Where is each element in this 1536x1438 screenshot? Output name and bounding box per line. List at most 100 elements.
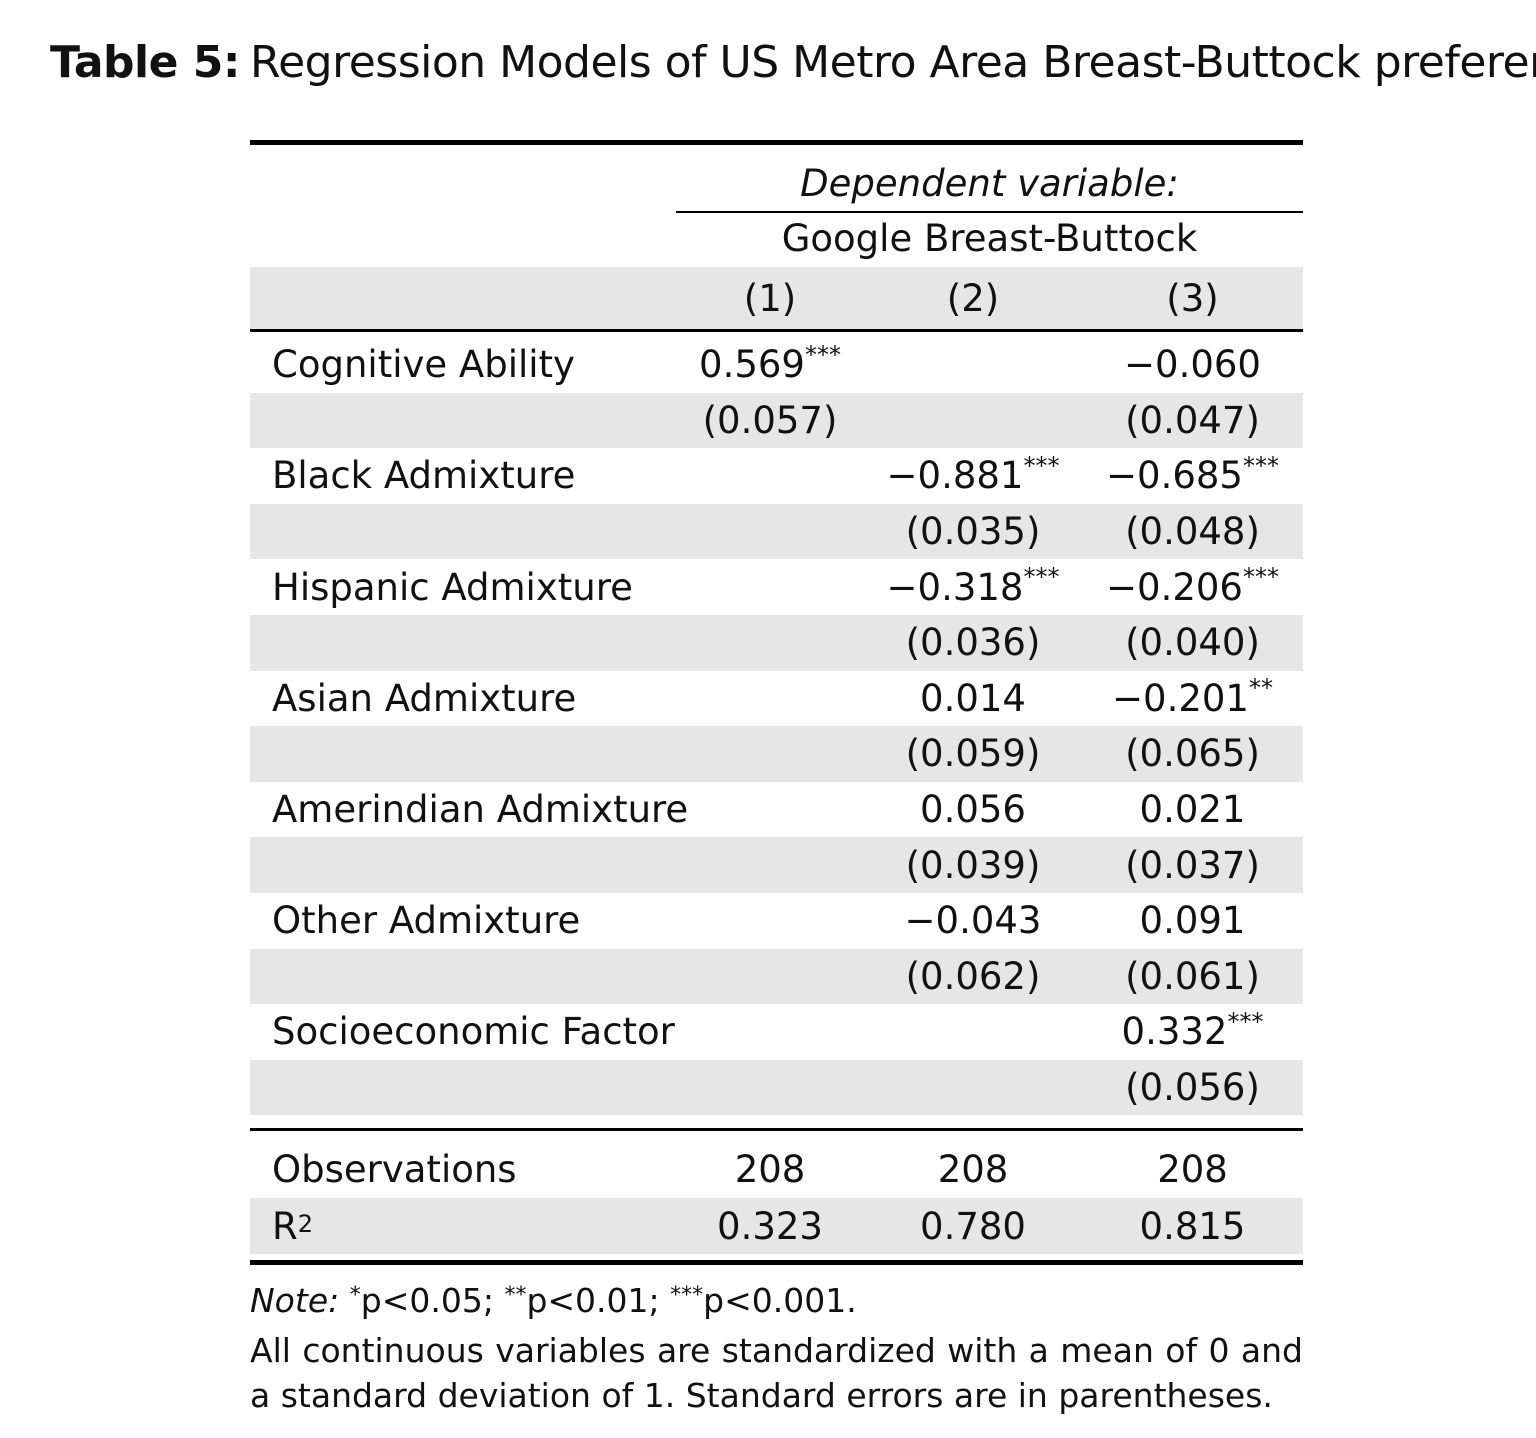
coefficient-cell: −0.318 *** bbox=[864, 559, 1082, 615]
r-squared-letter: R bbox=[272, 1204, 298, 1248]
coefficient-cell bbox=[864, 337, 1082, 393]
observations-label: Observations bbox=[272, 1147, 517, 1191]
coefficient-cell: 0.021 bbox=[1082, 782, 1303, 838]
dependent-variable-heading: Dependent variable: bbox=[800, 162, 1179, 205]
coefficient-value: 0.332 bbox=[1121, 1010, 1228, 1054]
variable-label: Black Admixture bbox=[272, 454, 576, 498]
column-number-1: (1) bbox=[743, 276, 797, 320]
variable-label: Asian Admixture bbox=[272, 676, 577, 720]
standard-error-value: (0.065) bbox=[1125, 732, 1260, 776]
caption-text: Regression Models of US Metro Area Breas… bbox=[249, 37, 1536, 88]
standard-error-row: (0.035) (0.048) bbox=[250, 503, 1303, 560]
coefficient-cell bbox=[676, 782, 864, 838]
note-label: Note: bbox=[250, 1281, 340, 1320]
variable-label: Cognitive Ability bbox=[272, 343, 575, 387]
standard-error-value: (0.061) bbox=[1125, 954, 1260, 998]
observations-value-3: 208 bbox=[1157, 1147, 1228, 1191]
standard-error-row: (0.057) (0.047) bbox=[250, 392, 1303, 449]
coefficient-row: Socioeconomic Factor 0.332 *** bbox=[250, 1004, 1303, 1060]
standard-error-value bbox=[676, 504, 864, 560]
standard-error-value: (0.048) bbox=[1125, 510, 1260, 554]
standard-error-row: (0.039) (0.037) bbox=[250, 837, 1303, 893]
sig-text-2: p<0.01; bbox=[526, 1281, 660, 1320]
coefficient-cell bbox=[676, 559, 864, 615]
significance-stars: *** bbox=[1227, 1007, 1264, 1036]
standard-error-value: (0.039) bbox=[905, 843, 1041, 887]
standard-error-value bbox=[864, 393, 1082, 449]
coefficient-value: −0.318 bbox=[886, 565, 1024, 609]
r-squared-value-1: 0.323 bbox=[717, 1204, 823, 1248]
coefficient-cell bbox=[676, 671, 864, 727]
dependent-variable-name: Google Breast-Buttock preference bbox=[781, 217, 1198, 306]
standard-error-value bbox=[676, 726, 864, 782]
standard-error-value: (0.040) bbox=[1125, 621, 1260, 665]
significance-stars: *** bbox=[1023, 451, 1060, 480]
standard-error-row: (0.062) (0.061) bbox=[250, 948, 1303, 1005]
standard-error-value: (0.036) bbox=[905, 621, 1041, 665]
column-number-3: (3) bbox=[1166, 276, 1219, 320]
sig-stars-2: ** bbox=[504, 1283, 527, 1308]
coefficient-value: −0.206 bbox=[1106, 565, 1243, 609]
coefficient-value: −0.043 bbox=[904, 899, 1042, 943]
r-squared-superscript: 2 bbox=[297, 1210, 313, 1238]
coefficient-value: −0.060 bbox=[1124, 343, 1261, 387]
observations-value-1: 208 bbox=[734, 1147, 806, 1191]
r-squared-value-2: 0.780 bbox=[920, 1204, 1026, 1248]
stats-rule bbox=[250, 1128, 1303, 1131]
standard-error-value: (0.047) bbox=[1125, 398, 1260, 442]
standard-error-value: (0.035) bbox=[905, 510, 1041, 554]
coefficient-cell: −0.881 *** bbox=[864, 448, 1082, 504]
significance-stars: *** bbox=[804, 340, 841, 369]
standard-error-value bbox=[676, 1060, 864, 1116]
note-body: All continuous variables are standardize… bbox=[250, 1331, 1303, 1415]
variable-label: Amerindian Admixture bbox=[272, 788, 689, 832]
coefficient-cell: −0.206 *** bbox=[1082, 559, 1303, 615]
coefficient-cell: 0.569 *** bbox=[676, 337, 864, 393]
standard-error-value: (0.037) bbox=[1125, 843, 1260, 887]
table-caption: Table 5: Regression Models of US Metro Ar… bbox=[50, 30, 1536, 96]
sig-stars-3: *** bbox=[670, 1283, 704, 1308]
header-cmidrule bbox=[676, 211, 1303, 213]
significance-stars: *** bbox=[1023, 563, 1060, 592]
coefficient-row: Amerindian Admixture 0.056 0.021 bbox=[250, 782, 1303, 838]
header-rule bbox=[250, 329, 1303, 332]
coefficient-value: −0.881 bbox=[886, 454, 1024, 498]
standard-error-value bbox=[676, 837, 864, 893]
sig-stars-1: * bbox=[349, 1283, 361, 1308]
coefficient-row: Cognitive Ability 0.569 *** −0.060 bbox=[250, 337, 1303, 393]
bottom-rule bbox=[250, 1260, 1303, 1265]
coefficient-value: 0.569 bbox=[699, 343, 805, 387]
standard-error-row: (0.059) (0.065) bbox=[250, 726, 1303, 782]
standard-error-value bbox=[676, 615, 864, 671]
coefficient-cell bbox=[676, 448, 864, 504]
standard-error-value bbox=[864, 1060, 1082, 1116]
coefficient-value: 0.014 bbox=[920, 676, 1026, 720]
coefficient-row: Other Admixture −0.043 0.091 bbox=[250, 893, 1303, 949]
standard-error-row: (0.036) (0.040) bbox=[250, 615, 1303, 671]
column-number-2: (2) bbox=[946, 276, 1000, 320]
coefficient-value: −0.201 bbox=[1112, 676, 1249, 720]
standard-error-row: (0.056) bbox=[250, 1059, 1303, 1116]
variable-label: Socioeconomic Factor bbox=[272, 1010, 675, 1054]
significance-stars: *** bbox=[1242, 563, 1279, 592]
coefficient-cell: −0.060 bbox=[1082, 337, 1303, 393]
coefficient-cell bbox=[676, 893, 864, 949]
coefficient-cell bbox=[676, 1004, 864, 1060]
r-squared-value-3: 0.815 bbox=[1139, 1204, 1246, 1248]
coefficient-cell: 0.014 bbox=[864, 671, 1082, 727]
variable-label: Other Admixture bbox=[272, 899, 581, 943]
caption-label: Table 5: bbox=[50, 37, 240, 88]
coefficient-row: Hispanic Admixture −0.318 *** −0.206 *** bbox=[250, 559, 1303, 615]
coefficient-cell: 0.091 bbox=[1082, 893, 1303, 949]
sig-text-1: p<0.05; bbox=[360, 1281, 494, 1320]
variable-label: Hispanic Admixture bbox=[272, 565, 633, 609]
coefficient-row: Asian Admixture 0.014 −0.201 ** bbox=[250, 671, 1303, 727]
standard-error-value bbox=[676, 949, 864, 1005]
significance-note: Note: *p<0.05; **p<0.01; ***p<0.001. bbox=[250, 1278, 1303, 1328]
significance-stars: *** bbox=[1242, 451, 1279, 480]
standard-error-value: (0.062) bbox=[905, 954, 1041, 998]
standard-error-value: (0.059) bbox=[905, 732, 1041, 776]
top-rule bbox=[250, 140, 1303, 145]
